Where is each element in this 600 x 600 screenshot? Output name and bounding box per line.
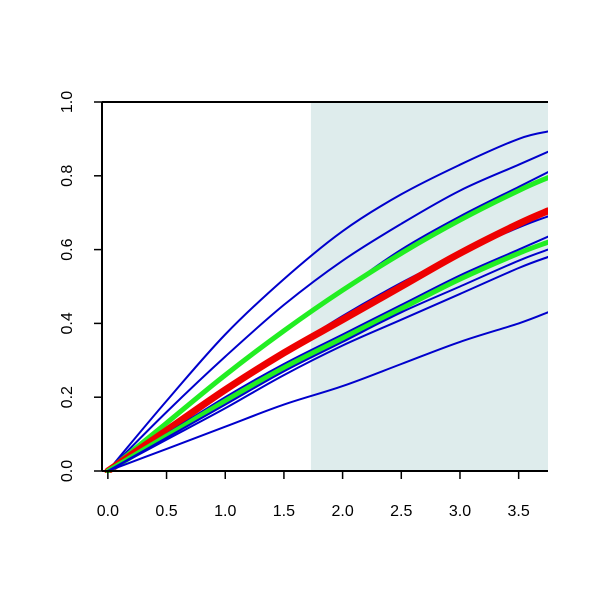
series-line-1 xyxy=(106,130,548,472)
y-tick-label: 0.8 xyxy=(59,165,76,187)
x-tick-label: 2.0 xyxy=(331,503,353,520)
x-tick-label: 3.0 xyxy=(449,503,471,520)
x-tick-label: 1.5 xyxy=(273,503,295,520)
y-tick-label: 0.6 xyxy=(59,238,76,260)
y-axis: 0.0 0.2 0.4 0.6 0.8 1.0 xyxy=(59,91,102,482)
y-tick-label: 0.2 xyxy=(59,386,76,408)
y-tick-label: 0.0 xyxy=(59,460,76,482)
series-line-2 xyxy=(106,150,548,472)
x-tick-label: 0.5 xyxy=(155,503,177,520)
series-line-6 xyxy=(104,207,548,473)
y-tick-label: 0.4 xyxy=(59,312,76,334)
series-line-4 xyxy=(105,175,548,473)
x-tick-label: 1.0 xyxy=(214,503,236,520)
series-layer xyxy=(104,130,548,473)
plot-frame-layer xyxy=(101,101,548,472)
series-line-10 xyxy=(106,256,548,472)
x-tick-label: 0.0 xyxy=(97,503,119,520)
x-tick-label: 2.5 xyxy=(390,503,412,520)
y-tick-label: 1.0 xyxy=(59,91,76,113)
series-line-8 xyxy=(105,239,548,473)
x-axis: 0.0 0.5 1.0 1.5 2.0 2.5 3.0 3.5 xyxy=(97,471,530,520)
series-line-11 xyxy=(106,311,548,472)
x-tick-label: 3.5 xyxy=(508,503,530,520)
series-line-9 xyxy=(106,248,548,472)
